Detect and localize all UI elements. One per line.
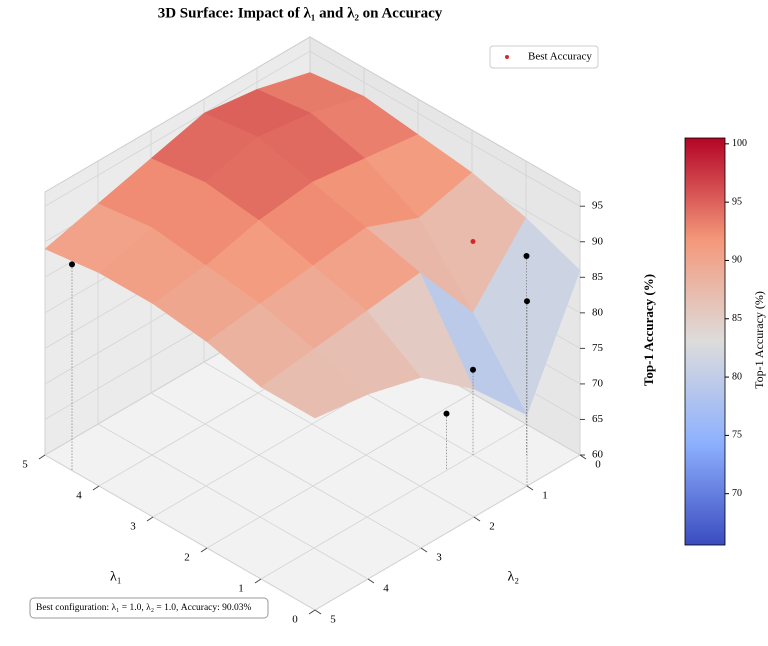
- colorbar-tick-label: 95: [732, 196, 742, 207]
- y-tick-label: 5: [330, 614, 336, 626]
- y-tick: [367, 578, 375, 584]
- z-tick-label: 70: [592, 377, 604, 389]
- colorbar: [684, 137, 726, 546]
- colorbar-tick-label: 75: [732, 430, 742, 441]
- colorbar-tick-label: 90: [732, 255, 742, 266]
- x-tick-label: 5: [22, 459, 28, 471]
- z-tick-label: 85: [592, 271, 604, 283]
- x-tick-label: 2: [184, 552, 190, 564]
- y-tick: [473, 516, 481, 522]
- z-tick-label: 90: [592, 235, 604, 247]
- colorbar-tick-label: 85: [732, 313, 742, 324]
- scatter-point: [524, 298, 530, 305]
- grid-line: [206, 392, 473, 549]
- x-tick-label: 4: [76, 490, 82, 502]
- surface: [44, 72, 581, 419]
- z-axis-label: Top-1 Accuracy (%): [641, 274, 656, 386]
- x-tick-label: 3: [130, 521, 136, 533]
- z-tick-label: 75: [592, 342, 604, 354]
- z-tick-label: 60: [592, 449, 604, 461]
- x-tick: [308, 609, 316, 615]
- z-tick-label: 95: [592, 200, 604, 212]
- z-tick-label: 80: [592, 306, 604, 318]
- y-tick: [314, 609, 322, 615]
- grid-line: [97, 423, 369, 580]
- grid-line: [150, 392, 422, 549]
- grid-line: [260, 423, 527, 580]
- legend-box: [489, 45, 599, 69]
- y-tick-label: 2: [489, 521, 495, 533]
- x-tick: [254, 578, 262, 584]
- x-tick: [92, 485, 100, 491]
- x-tick: [38, 454, 46, 460]
- legend-marker: [505, 55, 509, 59]
- y-tick: [420, 547, 428, 553]
- annotation-box: [29, 597, 269, 619]
- x-axis-label: λ₁: [110, 570, 122, 585]
- x-tick-label: 1: [238, 583, 244, 595]
- x-tick: [146, 516, 154, 522]
- y-axis-label: λ₂: [508, 570, 520, 585]
- scatter-point: [470, 366, 476, 373]
- colorbar-tick-label: 80: [732, 371, 742, 382]
- colorbar-tick-label: 70: [732, 488, 742, 499]
- scatter-point: [69, 261, 75, 268]
- annotation: Best configuration: λ₁ = 1.0, λ₂ = 1.0, …: [36, 602, 252, 613]
- y-tick-label: 0: [595, 459, 601, 471]
- grid-line: [203, 361, 475, 518]
- scatter-point: [523, 252, 530, 259]
- y-tick-label: 4: [383, 583, 389, 595]
- best-point: [470, 239, 476, 245]
- x-tick: [200, 547, 208, 553]
- surface-patch: [260, 348, 369, 419]
- grid-line: [309, 50, 581, 207]
- y-tick-label: 1: [542, 490, 548, 502]
- grid-line: [314, 454, 581, 611]
- overlay: 0 1 2 3 4 5 0 1 2 3 4 5 60 65 70 75 80 85 90 95 λ₁ λ₂: [22, 200, 603, 626]
- chart-title: 3D Surface: Impact of λ₁ and λ₂ on Accur…: [158, 5, 443, 21]
- y-tick: [579, 454, 587, 460]
- scatter-point: [443, 410, 450, 417]
- colorbar-tick-label: 100: [732, 138, 747, 149]
- z-tick-label: 65: [592, 413, 604, 425]
- legend-label: Best Accuracy: [528, 51, 592, 63]
- y-tick-label: 3: [436, 552, 442, 564]
- grid-line: [44, 454, 316, 611]
- x-tick-label: 0: [292, 614, 298, 626]
- y-tick: [526, 485, 534, 491]
- grid-line: [44, 50, 311, 207]
- colorbar-label: Top-1 Accuracy (%): [752, 291, 766, 389]
